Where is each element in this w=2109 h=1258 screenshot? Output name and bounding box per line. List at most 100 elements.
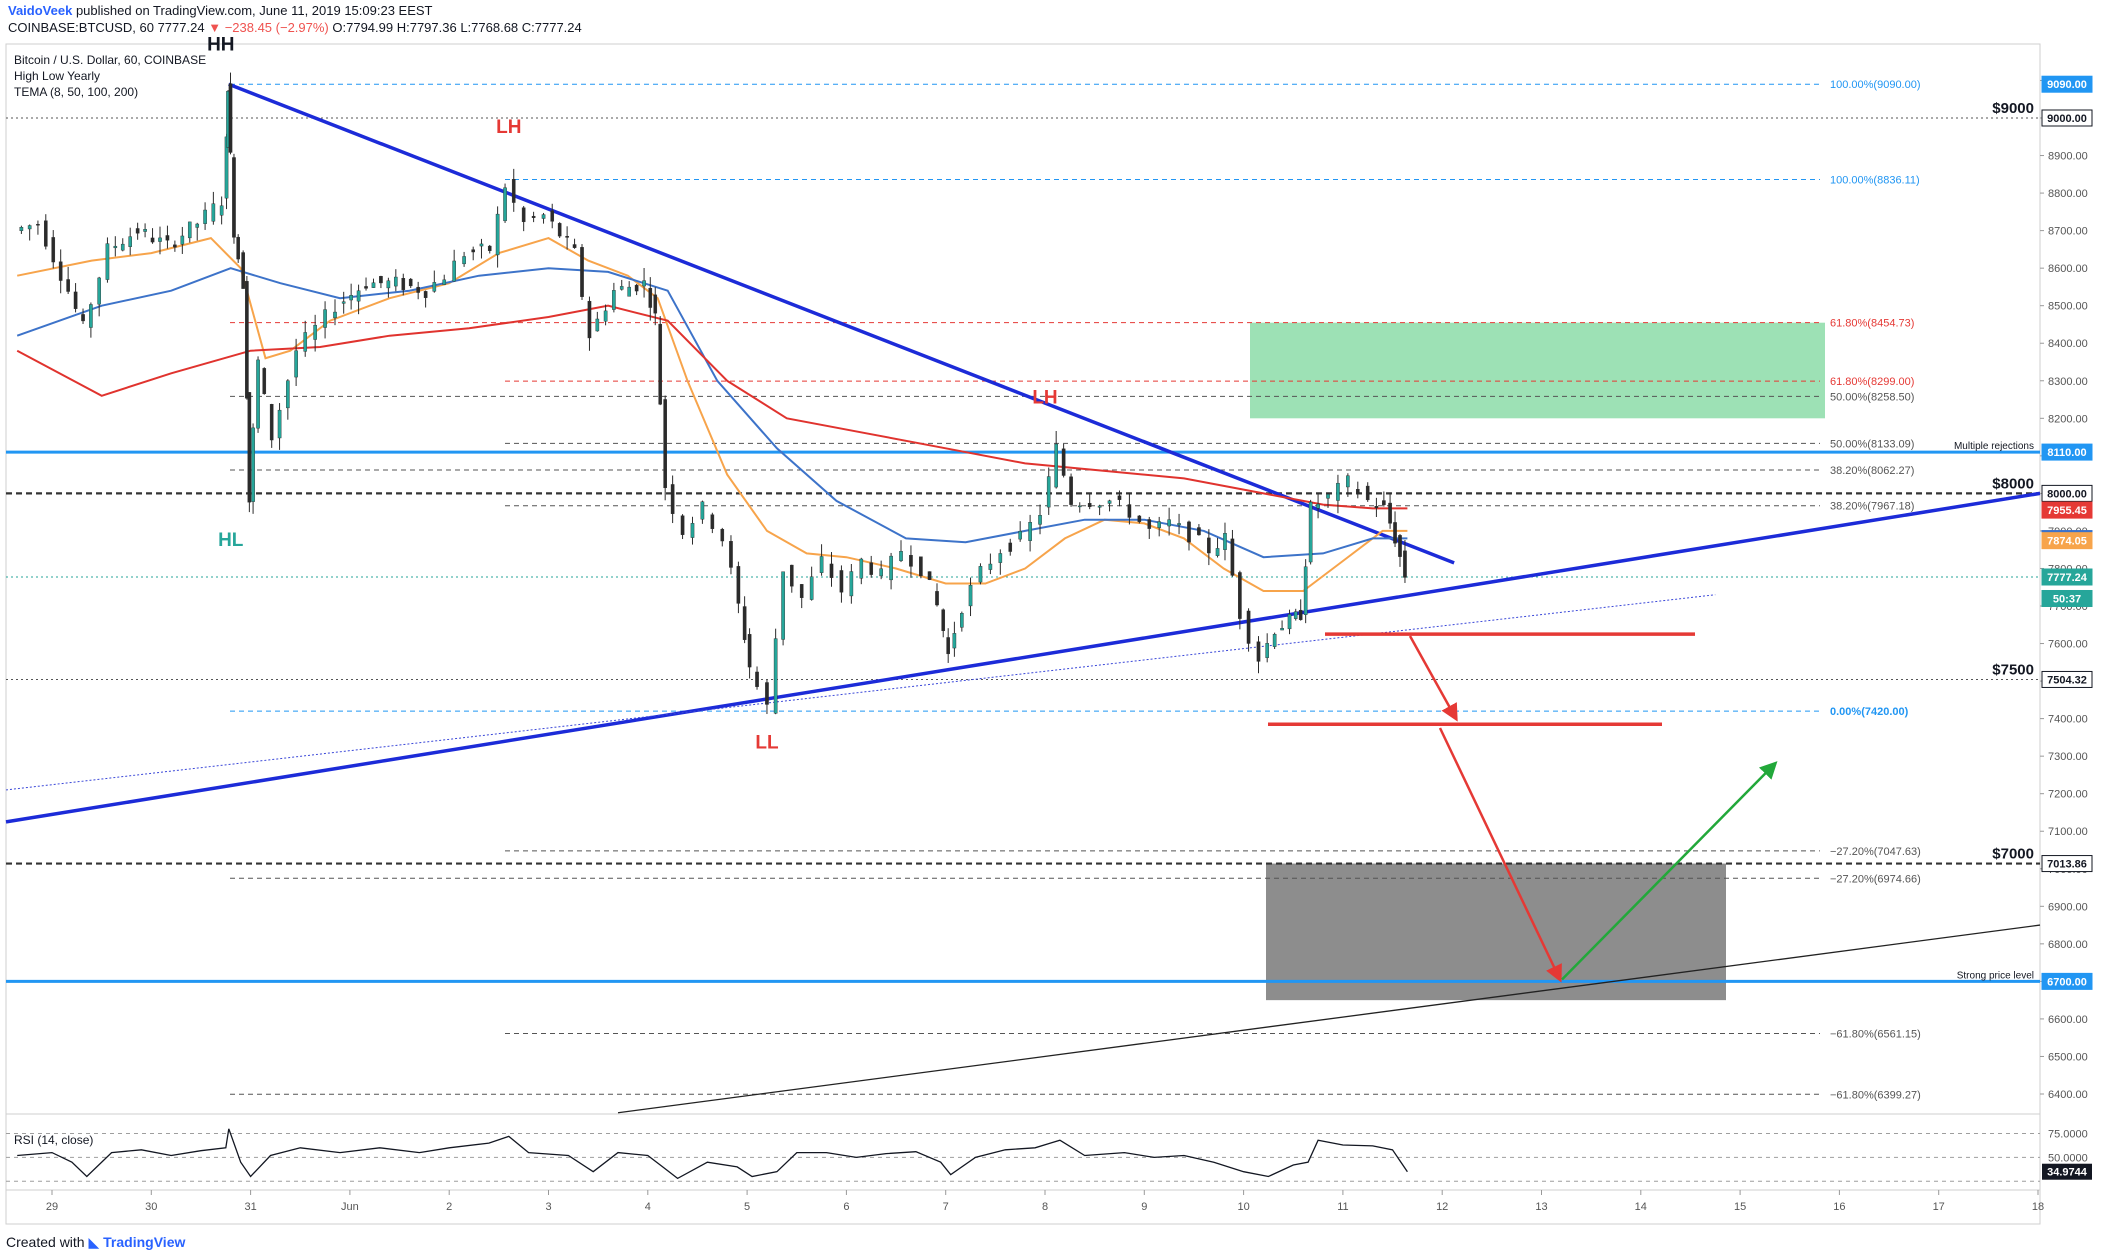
candle-body[interactable]	[595, 318, 600, 332]
candle-body[interactable]	[81, 314, 85, 322]
candle-body[interactable]	[927, 571, 932, 580]
candle-body[interactable]	[211, 203, 216, 222]
candle-body[interactable]	[765, 682, 769, 705]
candle-body[interactable]	[150, 237, 155, 243]
candle-body[interactable]	[634, 284, 639, 292]
candle-body[interactable]	[710, 514, 715, 529]
candle-body[interactable]	[736, 566, 741, 604]
candle-body[interactable]	[1054, 443, 1058, 488]
candle-body[interactable]	[603, 310, 608, 322]
candle-body[interactable]	[232, 157, 236, 238]
candle-body[interactable]	[105, 243, 110, 280]
candle-body[interactable]	[36, 224, 40, 226]
candle-body[interactable]	[236, 236, 240, 260]
candle-body[interactable]	[1097, 505, 1102, 508]
candle-body[interactable]	[511, 179, 516, 203]
candle-body[interactable]	[349, 295, 353, 301]
candle-body[interactable]	[364, 286, 368, 289]
candle-body[interactable]	[1028, 522, 1032, 541]
candle-body[interactable]	[789, 564, 794, 587]
candle-body[interactable]	[503, 187, 507, 222]
candle-body[interactable]	[1069, 476, 1073, 505]
candle-body[interactable]	[1355, 489, 1360, 495]
candle-body[interactable]	[277, 409, 282, 439]
candle-body[interactable]	[66, 279, 70, 292]
candle-body[interactable]	[742, 606, 747, 640]
candle-body[interactable]	[1157, 521, 1161, 528]
candle-body[interactable]	[658, 323, 663, 405]
candle-body[interactable]	[960, 613, 964, 628]
candle-body[interactable]	[416, 286, 420, 293]
candle-body[interactable]	[809, 576, 814, 600]
candle-body[interactable]	[245, 281, 249, 399]
candle-body[interactable]	[541, 214, 546, 219]
candle-body[interactable]	[869, 562, 874, 575]
candle-body[interactable]	[203, 209, 207, 224]
candle-body[interactable]	[1382, 500, 1386, 506]
candle-body[interactable]	[670, 484, 675, 514]
candle-body[interactable]	[1280, 628, 1284, 631]
candle-body[interactable]	[269, 404, 274, 441]
candle-body[interactable]	[1117, 495, 1122, 500]
candle-body[interactable]	[859, 558, 864, 579]
candle-body[interactable]	[58, 261, 63, 281]
candle-body[interactable]	[1326, 494, 1330, 499]
candle-body[interactable]	[1087, 503, 1092, 508]
candle-body[interactable]	[423, 291, 428, 298]
candle-body[interactable]	[1046, 476, 1051, 508]
candle-body[interactable]	[663, 399, 667, 489]
candle-body[interactable]	[1207, 537, 1211, 554]
candle-body[interactable]	[173, 244, 177, 248]
candle-body[interactable]	[251, 427, 255, 502]
candle-body[interactable]	[521, 207, 526, 223]
candle-body[interactable]	[1336, 482, 1340, 501]
candle-body[interactable]	[313, 324, 317, 340]
candle-body[interactable]	[1215, 548, 1220, 556]
candle-body[interactable]	[386, 280, 391, 289]
candle-body[interactable]	[97, 277, 101, 305]
candle-body[interactable]	[286, 380, 290, 409]
candle-body[interactable]	[550, 210, 555, 222]
candle-body[interactable]	[849, 571, 854, 597]
candle-body[interactable]	[241, 252, 245, 289]
candle-body[interactable]	[379, 276, 383, 284]
candle-body[interactable]	[619, 286, 624, 290]
candle-body[interactable]	[781, 571, 785, 640]
candle-body[interactable]	[935, 591, 939, 606]
candle-body[interactable]	[690, 523, 695, 538]
candle-body[interactable]	[1187, 521, 1191, 543]
candle-body[interactable]	[653, 294, 658, 314]
candle-body[interactable]	[572, 244, 577, 248]
candle-body[interactable]	[165, 235, 170, 241]
candle-body[interactable]	[1077, 505, 1082, 508]
candle-body[interactable]	[371, 282, 376, 288]
candle-body[interactable]	[195, 223, 200, 228]
candle-body[interactable]	[952, 633, 957, 649]
candle-body[interactable]	[1374, 506, 1379, 508]
candle-body[interactable]	[462, 256, 466, 265]
candle-body[interactable]	[889, 555, 893, 581]
candle-body[interactable]	[1256, 641, 1261, 662]
candle-body[interactable]	[187, 221, 192, 239]
candle-body[interactable]	[1246, 610, 1251, 644]
candle-body[interactable]	[356, 290, 361, 302]
candle-body[interactable]	[180, 235, 185, 245]
candle-body[interactable]	[799, 584, 804, 598]
candle-body[interactable]	[1298, 609, 1303, 620]
candle-body[interactable]	[720, 529, 725, 542]
candle-body[interactable]	[755, 671, 759, 687]
candle-body[interactable]	[580, 247, 584, 297]
candle-body[interactable]	[27, 225, 32, 230]
candle-body[interactable]	[452, 260, 456, 282]
candle-body[interactable]	[988, 563, 993, 570]
candle-body[interactable]	[1272, 633, 1277, 647]
candle-body[interactable]	[557, 223, 562, 237]
candle-body[interactable]	[819, 556, 824, 573]
candle-body[interactable]	[1107, 500, 1112, 504]
candle-body[interactable]	[565, 236, 569, 238]
candle-body[interactable]	[471, 249, 475, 253]
candle-body[interactable]	[1061, 448, 1066, 476]
tradingview-brand[interactable]: TradingView	[103, 1234, 186, 1250]
candle-body[interactable]	[51, 237, 56, 263]
candle-body[interactable]	[113, 245, 118, 249]
